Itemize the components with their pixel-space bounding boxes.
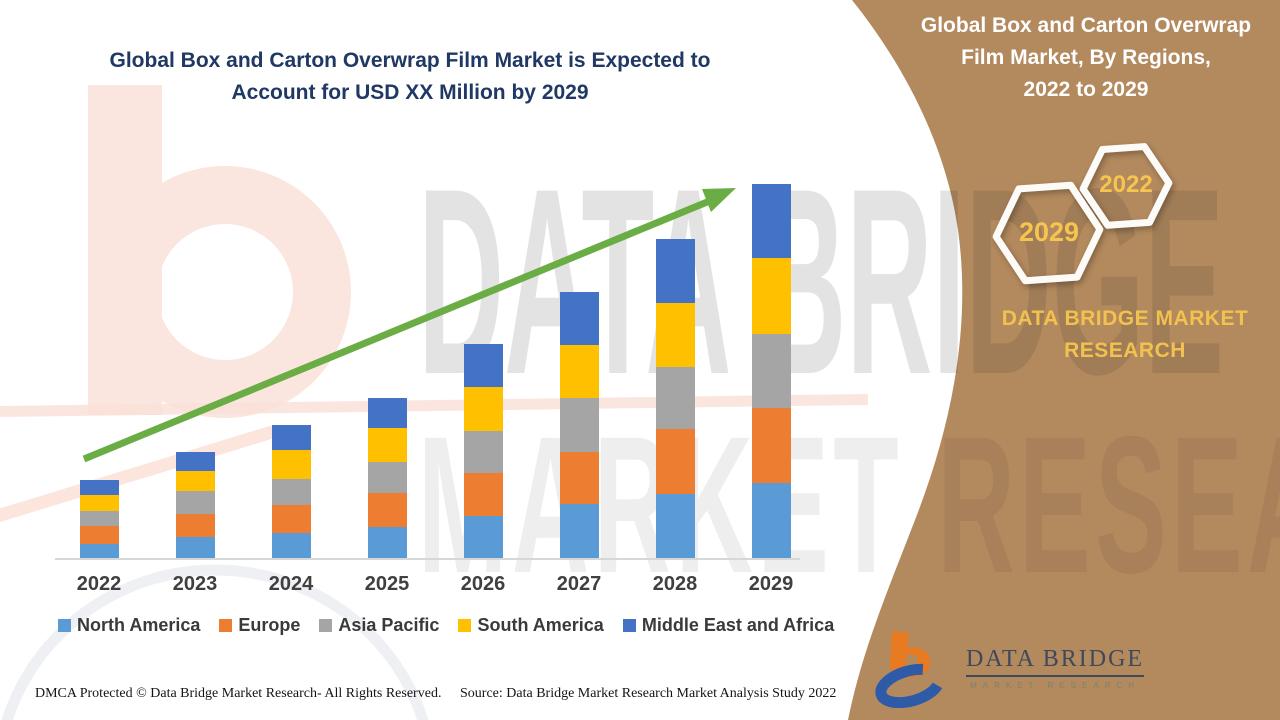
bar-segment-2026-north-america	[463, 516, 503, 559]
hexagon-2022-label: 2022	[1099, 171, 1153, 198]
chart-title-line1: Global Box and Carton Overwrap Film Mark…	[109, 49, 711, 72]
panel-brand-line2: RESEARCH	[1064, 339, 1186, 362]
x-axis-label-2023: 2023	[172, 573, 218, 595]
bar-segment-2024-middle-east-and-africa	[271, 425, 311, 450]
bar-segment-2023-south-america	[175, 471, 215, 491]
logo-text-block: DATA BRIDGE MARKET RESEARCH	[966, 646, 1145, 690]
bar-segment-2028-north-america	[655, 494, 695, 559]
legend-item-europe: Europe	[219, 615, 300, 636]
bar-segment-2023-europe	[175, 514, 215, 537]
bar-segment-2027-north-america	[559, 504, 599, 559]
bar-segment-2025-asia-pacific	[367, 462, 407, 493]
bar-segment-2027-europe	[559, 452, 599, 504]
x-axis-label-2028: 2028	[652, 573, 698, 595]
bar-segment-2028-europe	[655, 429, 695, 494]
chart-legend: North America Europe Asia Pacific South Ame…	[58, 615, 834, 636]
panel-brand-line1: DATA BRIDGE MARKET	[1001, 307, 1249, 330]
bar-segment-2025-europe	[367, 493, 407, 527]
bar-segment-2027-south-america	[559, 345, 599, 398]
legend-item-north-america: North America	[58, 615, 200, 636]
legend-swatch-europe	[219, 619, 233, 632]
legend-label-middle-east-and-africa: Middle East and Africa	[641, 615, 835, 635]
legend-label-north-america: North America	[77, 615, 201, 635]
bar-segment-2029-north-america	[751, 483, 791, 559]
bar-segment-2029-asia-pacific	[751, 334, 791, 408]
bar-segment-2025-north-america	[367, 527, 407, 559]
bar-segment-2027-middle-east-and-africa	[559, 292, 599, 345]
legend-swatch-asia-pacific	[319, 619, 333, 632]
panel-heading-line3: 2022 to 2029	[1023, 78, 1149, 101]
bar-segment-2025-south-america	[367, 428, 407, 462]
bar-segment-2029-europe	[751, 408, 791, 483]
bar-segment-2028-asia-pacific	[655, 367, 695, 429]
legend-swatch-middle-east-and-africa	[622, 619, 636, 632]
logo-name: DATA BRIDGE	[966, 646, 1145, 677]
hexagon-2029	[992, 181, 1104, 285]
bar-segment-2022-asia-pacific	[79, 511, 119, 526]
bar-segment-2029-south-america	[751, 258, 791, 334]
bar-segment-2024-asia-pacific	[271, 479, 311, 505]
x-axis-label-2025: 2025	[364, 573, 410, 595]
bar-segment-2028-south-america	[655, 303, 695, 367]
company-logo: DATA BRIDGE MARKET RESEARCH	[862, 628, 1145, 708]
bar-segment-2022-north-america	[79, 544, 119, 559]
bar-segment-2022-south-america	[79, 495, 119, 511]
x-axis-label-2029: 2029	[748, 573, 794, 595]
panel-heading-line1: Global Box and Carton Overwrap	[920, 14, 1252, 37]
footer-source: Source: Data Bridge Market Research Mark…	[460, 686, 837, 701]
bar-segment-2027-asia-pacific	[559, 398, 599, 452]
chart-title-line2: Account for USD XX Million by 2029	[231, 81, 589, 104]
bar-segment-2022-middle-east-and-africa	[79, 480, 119, 495]
bar-segment-2024-europe	[271, 505, 311, 533]
logo-tagline: MARKET RESEARCH	[970, 681, 1140, 690]
bar-segment-2026-europe	[463, 473, 503, 516]
legend-swatch-north-america	[58, 619, 71, 632]
legend-label-south-america: South America	[477, 615, 604, 635]
bar-segment-2028-middle-east-and-africa	[655, 239, 695, 303]
hexagon-2029-label: 2029	[1018, 217, 1080, 247]
chart-title: Global Box and Carton Overwrap Film Mark…	[55, 45, 765, 109]
footer-dmca: DMCA Protected © Data Bridge Market Rese…	[35, 686, 442, 701]
legend-item-middle-east-and-africa: Middle East and Africa	[622, 615, 835, 636]
legend-item-south-america: South America	[458, 615, 604, 636]
hexagon-2022	[1079, 143, 1173, 229]
x-axis-label-2024: 2024	[268, 573, 314, 595]
panel-heading-line2: Film Market, By Regions,	[961, 46, 1211, 69]
bar-segment-2026-south-america	[463, 387, 503, 431]
bar-segment-2022-europe	[79, 526, 119, 544]
bar-segment-2024-north-america	[271, 533, 311, 559]
panel-heading: Global Box and Carton Overwrap Film Mark…	[900, 10, 1272, 106]
bar-segment-2023-middle-east-and-africa	[175, 452, 215, 471]
x-axis-label-2026: 2026	[460, 573, 506, 595]
legend-label-asia-pacific: Asia Pacific	[338, 615, 440, 635]
side-panel-shape	[848, 0, 1280, 720]
bar-segment-2026-middle-east-and-africa	[463, 344, 503, 387]
legend-swatch-south-america	[458, 619, 472, 632]
data-bridge-logo-icon	[875, 631, 945, 708]
bar-segment-2023-north-america	[175, 537, 215, 559]
panel-brand-text: DATA BRIDGE MARKET RESEARCH	[955, 303, 1280, 367]
bar-segment-2026-asia-pacific	[463, 431, 503, 473]
bar-segment-2029-middle-east-and-africa	[751, 184, 791, 258]
legend-label-europe: Europe	[238, 615, 301, 635]
x-axis-line	[55, 558, 800, 560]
hexagon-badges	[992, 143, 1173, 285]
bar-segment-2023-asia-pacific	[175, 491, 215, 514]
bar-segment-2024-south-america	[271, 450, 311, 479]
bar-segment-2025-middle-east-and-africa	[367, 398, 407, 428]
legend-item-asia-pacific: Asia Pacific	[319, 615, 439, 636]
x-axis-label-2022: 2022	[76, 573, 122, 595]
x-axis-label-2027: 2027	[556, 573, 602, 595]
